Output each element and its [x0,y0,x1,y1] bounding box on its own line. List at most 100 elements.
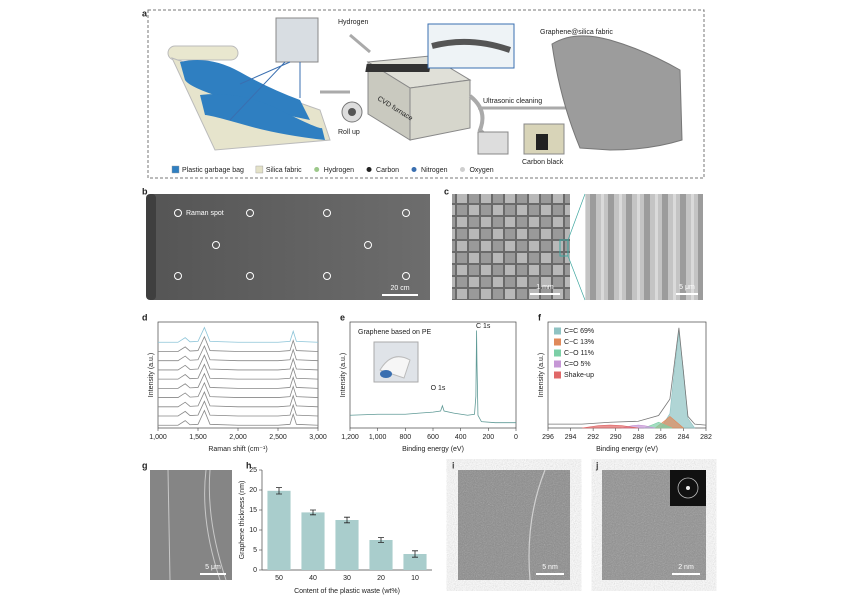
panel-label: d [142,312,148,322]
x-tick-label: 0 [514,434,518,441]
schematic-label: Roll up [338,129,360,136]
panel-label: i [452,460,455,470]
x-tick-label: 290 [610,434,622,441]
sem-g-edges [167,469,227,581]
legend-swatch [554,327,561,335]
reaction-inset [431,38,511,53]
panel-label: a [142,8,148,18]
legend-swatch [255,165,264,174]
legend-label: Hydrogen [324,167,354,174]
annotation: O 1s [431,385,446,392]
raman-spot [174,209,182,217]
spectrum-line [158,409,319,426]
x-tick-label: 1,200 [341,434,359,441]
panel-label: c [444,186,449,196]
y-tick-label: 15 [249,507,257,514]
spectrum-line [158,354,319,371]
y-axis-label: Graphene thickness (nm) [239,481,246,560]
legend-swatch [366,167,372,172]
schematic-label: Graphene@silica fabric [540,29,613,36]
inset-photo [379,356,411,379]
x-tick-label: 10 [411,575,419,582]
legend-label: Oxygen [469,167,493,174]
scale-label: 5 μm [205,564,221,571]
x-tick-label: 296 [542,434,554,441]
x-tick-label: 288 [632,434,644,441]
error-bar [412,550,418,558]
x-axis-label: Raman shift (cm⁻¹) [208,446,267,453]
photo-b-roll [146,194,156,300]
scale-label: 2 nm [678,564,694,571]
y-axis-label: Intensity (a.u.) [148,353,155,397]
spectrum-line [158,335,319,352]
panel-label: g [142,460,148,470]
schematic-label: Hydrogen [338,19,368,26]
zoom-box [559,239,569,257]
raman-spot [402,272,410,280]
x-tick-label: 3,000 [309,434,327,441]
spectrum-line [349,330,516,424]
beaker-photo [536,134,548,150]
y-tick-label: 20 [249,487,257,494]
cvd-furnace [365,55,472,141]
y-axis-label: Intensity (a.u.) [340,353,347,397]
x-tick-label: 292 [587,434,599,441]
error-bar [310,509,316,516]
legend-label: C=C 69% [564,328,594,335]
legend-label: Silica fabric [266,167,302,174]
legend-label: Plastic garbage bag [182,167,244,174]
x-tick-label: 30 [343,575,351,582]
panel-label: b [142,186,148,196]
raman-spot [246,272,254,280]
raman-spot [402,209,410,217]
panel-label: j [595,460,599,470]
y-axis-label: Intensity (a.u.) [538,353,545,397]
x-tick-label: 20 [377,575,385,582]
gas-inlet [349,33,371,54]
raman-spot [364,241,372,249]
component-area [660,331,696,429]
roll-icon [348,108,356,116]
diffraction-ring [677,477,699,499]
scale-label: 5 μm [679,284,695,291]
photo-b [150,194,430,300]
pump [477,131,509,155]
spectrum-line [158,344,319,362]
x-tick-label: 1,500 [189,434,207,441]
y-tick-label: 0 [253,567,257,574]
panel-label: e [340,312,345,322]
x-tick-label: 200 [482,434,494,441]
scale-label: 20 cm [390,285,409,292]
y-tick-label: 10 [249,527,257,534]
raman-spot [323,272,331,280]
spectrum-line [158,363,319,380]
bar [369,540,393,570]
legend-label: Nitrogen [421,167,448,174]
spectrum-line [158,381,319,398]
inset-photo [380,370,392,378]
legend-label: C−C 13% [564,339,594,346]
graphene-fabric [551,35,683,151]
spectrum-line [158,372,319,389]
tem-i-texture [458,470,570,580]
annotation: Graphene based on PE [358,329,431,336]
panel-label: h [246,460,252,470]
sem-g [150,470,232,580]
arrows [229,61,301,121]
annotation: C 1s [476,323,491,330]
spectrum-line [158,400,319,417]
legend-swatch [554,349,561,357]
scale-label: 1 mm [536,284,554,291]
x-tick-label: 50 [275,575,283,582]
plastic-bag-photo [275,17,319,63]
schematic-label: Carbon black [522,159,564,166]
legend-swatch [554,360,561,368]
schematic-label: Ultrasonic cleaning [483,98,542,105]
raman-spot [212,241,220,249]
x-tick-label: 2,000 [229,434,247,441]
legend-label: Shake-up [564,372,594,379]
x-tick-label: 286 [655,434,667,441]
legend-label: Carbon [376,167,399,174]
panel-a-frame [147,9,705,179]
